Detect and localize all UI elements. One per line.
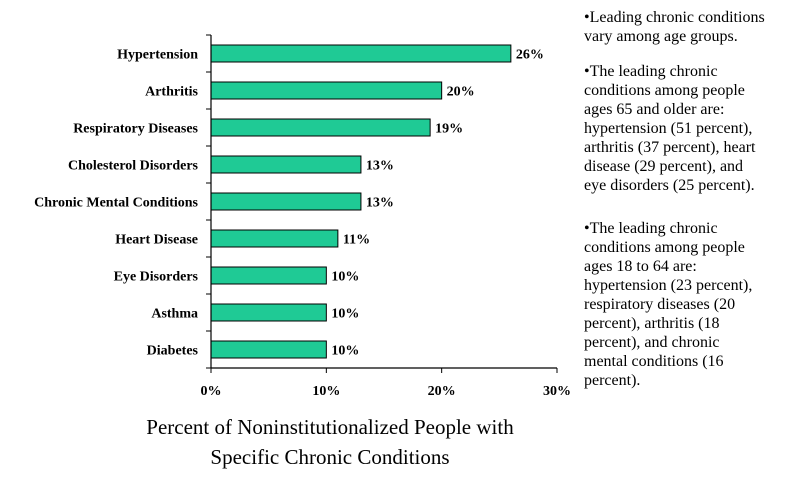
x-tick-label-30: 30%: [543, 384, 571, 399]
x-tick-label-0: 0%: [201, 384, 222, 399]
x-tick-label-20: 20%: [428, 384, 456, 399]
bar-diabetes: [210, 340, 327, 359]
category-label-diabetes: Diabetes: [147, 344, 199, 359]
data-label-diabetes: 10%: [331, 344, 359, 359]
data-label-asthma: 10%: [331, 307, 359, 322]
bar-asthma: [210, 303, 327, 322]
axis-layer: [206, 34, 558, 373]
category-label-respiratory-diseases: Respiratory Diseases: [73, 122, 198, 137]
category-label-hypertension: Hypertension: [117, 48, 198, 63]
bar-chronic-mental-conditions: [210, 192, 362, 211]
bar-cholesterol-disorders: [210, 155, 362, 174]
data-label-hypertension: 26%: [516, 48, 544, 63]
category-label-eye-disorders: Eye Disorders: [114, 270, 199, 285]
category-label-cholesterol-disorders: Cholesterol Disorders: [68, 159, 199, 174]
labels-layer: Hypertension 26% Arthritis 20% Respiratory D…: [34, 48, 571, 400]
category-label-arthritis: Arthritis: [145, 85, 198, 100]
note-ages-18-64: •The leading chronic conditions among pe…: [584, 220, 753, 389]
category-label-asthma: Asthma: [151, 307, 198, 322]
note-age-groups: •Leading chronic conditions vary among a…: [584, 9, 765, 45]
bar-arthritis: [210, 81, 443, 100]
data-label-chronic-mental-conditions: 13%: [366, 196, 394, 211]
x-axis-title: Percent of Noninstitutionalized People w…: [110, 412, 550, 472]
bar-heart-disease: [210, 229, 339, 248]
x-tick-label-10: 10%: [312, 384, 340, 399]
data-label-respiratory-diseases: 19%: [435, 122, 463, 137]
data-label-heart-disease: 11%: [343, 233, 370, 248]
category-label-heart-disease: Heart Disease: [115, 233, 198, 248]
x-axis-title-line-1: Percent of Noninstitutionalized People w…: [146, 415, 514, 439]
category-label-chronic-mental-conditions: Chronic Mental Conditions: [34, 196, 198, 211]
note-ages-65-plus: •The leading chronic conditions among pe…: [584, 63, 756, 194]
data-label-arthritis: 20%: [447, 85, 475, 100]
bar-hypertension: [210, 44, 512, 63]
data-label-eye-disorders: 10%: [331, 270, 359, 285]
bar-eye-disorders: [210, 266, 327, 285]
bar-respiratory-diseases: [210, 118, 431, 137]
notes-panel: •Leading chronic conditions vary among a…: [584, 8, 802, 390]
data-label-cholesterol-disorders: 13%: [366, 159, 394, 174]
x-axis-title-line-2: Specific Chronic Conditions: [210, 445, 450, 469]
